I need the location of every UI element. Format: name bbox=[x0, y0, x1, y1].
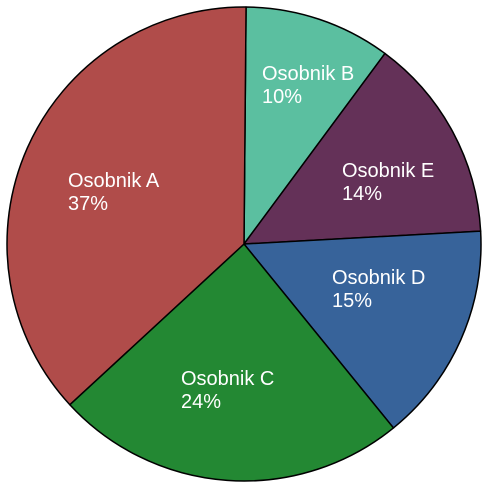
pie-slice-osobnik-c bbox=[69, 243, 395, 482]
pie-labels: Osobnik B10% Osobnik E14% Osobnik D15% Osob… bbox=[68, 63, 434, 413]
slice-percent-label: 14% bbox=[342, 183, 382, 205]
pie-slice-osobnik-a bbox=[6, 6, 247, 406]
pie-slice-osobnik-e bbox=[243, 52, 482, 245]
slice-name-label: Osobnik D bbox=[332, 267, 425, 289]
pie-slice-osobnik-b bbox=[243, 6, 386, 245]
slice-percent-label: 10% bbox=[262, 86, 302, 108]
pie-slice-osobnik-d bbox=[243, 230, 482, 429]
slice-name-label: Osobnik A bbox=[68, 170, 160, 192]
pie-slices bbox=[6, 6, 482, 482]
slice-percent-label: 24% bbox=[181, 391, 221, 413]
slice-name-label: Osobnik C bbox=[181, 368, 274, 390]
slice-name-label: Osobnik B bbox=[262, 63, 354, 85]
slice-percent-label: 15% bbox=[332, 290, 372, 312]
slice-percent-label: 37% bbox=[68, 193, 108, 215]
slice-name-label: Osobnik E bbox=[342, 160, 434, 182]
